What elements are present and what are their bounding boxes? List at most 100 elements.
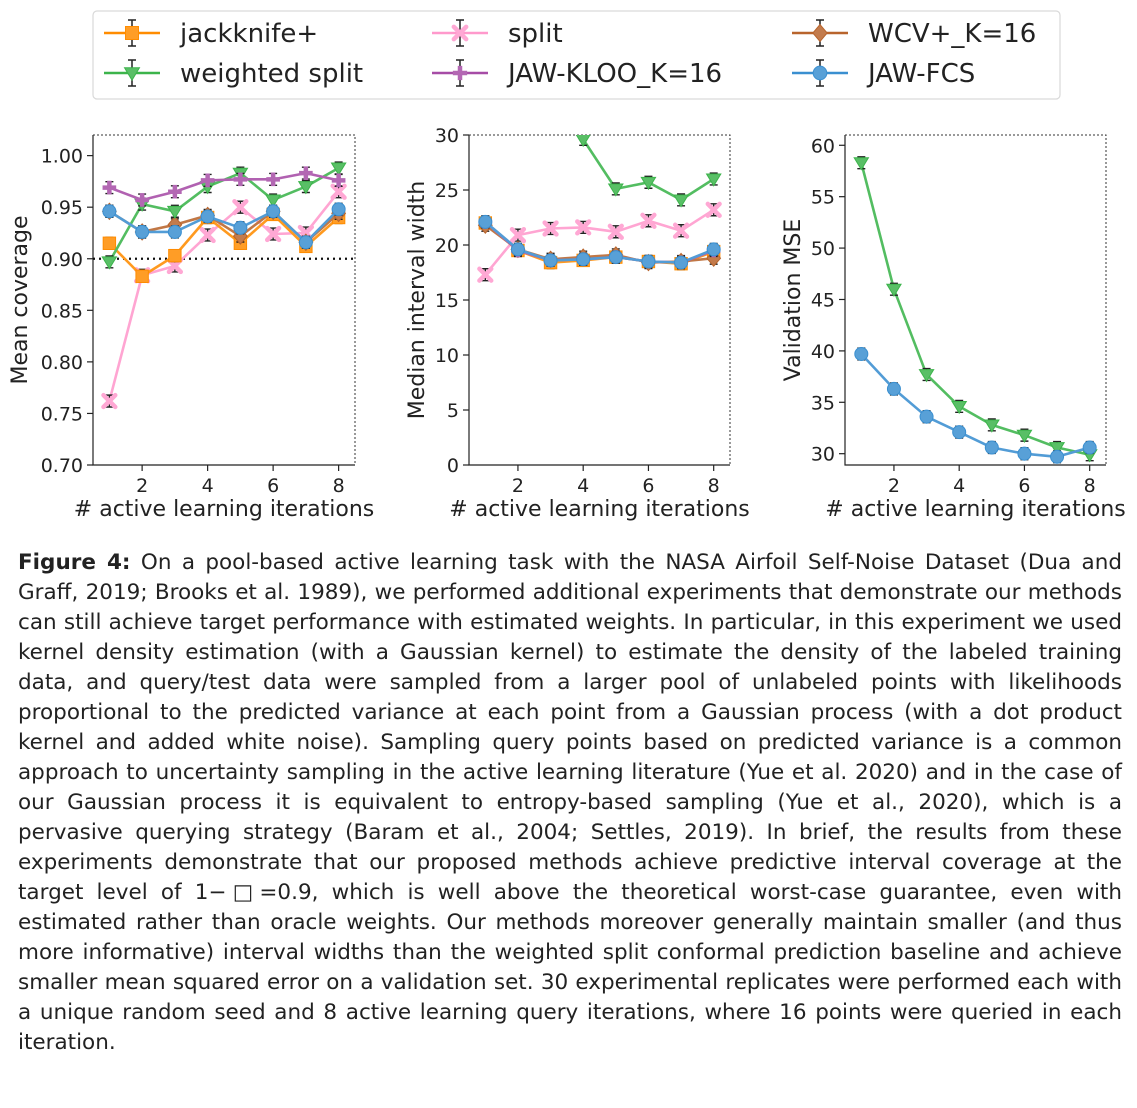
axes-frame-dashed [93,134,356,465]
series-jaw-fcs [854,346,1097,464]
y-tick-label: 0 [447,455,459,477]
data-point [706,242,721,257]
y-tick-label: 15 [435,290,459,312]
data-point [1049,442,1066,456]
coverage-panel: 0.70 0.75 0.80 0.85 0.90 0.95 1.00 2 4 6 8# active… [8,134,374,522]
figure-4-plots: jackknife+ split WCV+_K=16 weighted split JA… [8,10,1126,522]
y-axis-label: Median interval width [405,181,430,420]
data-point [477,266,494,283]
data-point [608,250,623,265]
y-tick-label: 40 [811,341,835,363]
y-tick-label: 35 [811,392,835,414]
legend-item-jaw-kloo-k-16: JAW-KLOO_K=16 [432,59,722,89]
axes-frame [92,135,355,466]
x-axis-label: # active learning iterations [825,497,1125,522]
data-point [543,253,558,268]
y-tick-label: 10 [435,345,459,367]
legend-marker [451,24,469,42]
data-point [331,202,346,217]
legend-label: split [508,19,563,49]
y-tick-label: 30 [435,125,459,147]
y-tick-label: 20 [435,235,459,257]
data-point [331,173,346,188]
data-point [983,419,1000,433]
y-tick-label: 0.90 [41,249,83,271]
data-point [264,225,282,243]
data-point [135,269,149,283]
data-point [854,346,869,361]
legend: jackknife+ split WCV+_K=16 weighted split JA… [92,10,1061,100]
data-point [297,181,314,195]
data-point [607,183,624,197]
data-point [199,226,216,244]
legend-label: jackknife+ [179,19,318,49]
legend-item-jackknife: jackknife+ [104,19,318,49]
series-weighted-split [575,135,722,208]
data-point [232,199,249,216]
legend-item-split: split [432,19,563,49]
data-point [135,193,149,207]
data-point [918,369,935,383]
data-point [575,135,591,148]
y-tick-label: 0.75 [41,403,83,425]
legend-item-weighted-split: weighted split [104,59,363,89]
data-point [1016,429,1033,443]
data-point [101,392,118,410]
data-point [101,256,118,270]
data-point [919,409,934,424]
x-tick-label: 8 [333,475,345,497]
data-point [576,252,591,267]
legend-label: JAW-KLOO_K=16 [506,59,722,89]
figure-caption: Figure 4: On a pool-based active learnin… [18,548,1122,1058]
data-point [853,157,870,171]
series-line [860,162,1090,456]
data-point [706,249,722,268]
axes-frame [468,135,730,466]
x-tick-label: 2 [888,475,900,497]
series-line [484,208,715,276]
y-tick-label: 45 [811,289,835,311]
x-tick-label: 6 [267,475,279,497]
x-tick-label: 4 [953,475,965,497]
legend-item-jaw-fcs: JAW-FCS [792,59,975,89]
data-point [1050,449,1065,464]
y-tick-label: 1.00 [41,146,83,168]
y-axis-label: Mean coverage [8,215,33,384]
data-point [672,222,690,239]
legend-marker [812,65,828,81]
axes-frame-dashed [845,134,1107,465]
data-point [951,400,968,415]
x-tick-label: 4 [202,475,214,497]
y-tick-label: 25 [435,180,459,202]
data-point [1017,446,1032,461]
data-point [705,201,722,218]
y-axis-label: Validation MSE [781,219,806,381]
series-jaw-kloo-k-16 [102,166,346,207]
data-point [886,381,901,396]
data-point [102,204,117,219]
legend-marker [812,23,828,43]
legend-marker [123,67,141,82]
data-point [102,236,117,250]
axes-frame-dashed [469,134,731,465]
x-axis-label: # active learning iterations [74,497,374,522]
series-jaw-fcs [478,214,721,270]
data-point [135,224,150,239]
series-jaw-fcs [102,202,346,250]
series-weighted-split [101,161,347,270]
data-point [542,220,559,237]
series-split [477,201,722,283]
legend-marker [452,65,468,81]
series-line [582,138,715,202]
series-weighted-split [853,156,1098,463]
x-tick-label: 8 [708,475,720,497]
data-point [168,184,182,199]
y-tick-label: 0.95 [41,197,83,219]
legend-label: weighted split [180,59,363,89]
data-point [233,220,248,235]
data-point [640,212,657,229]
data-point [952,425,967,440]
data-point [885,283,902,297]
y-tick-label: 50 [811,238,835,260]
x-tick-label: 8 [1084,475,1096,497]
